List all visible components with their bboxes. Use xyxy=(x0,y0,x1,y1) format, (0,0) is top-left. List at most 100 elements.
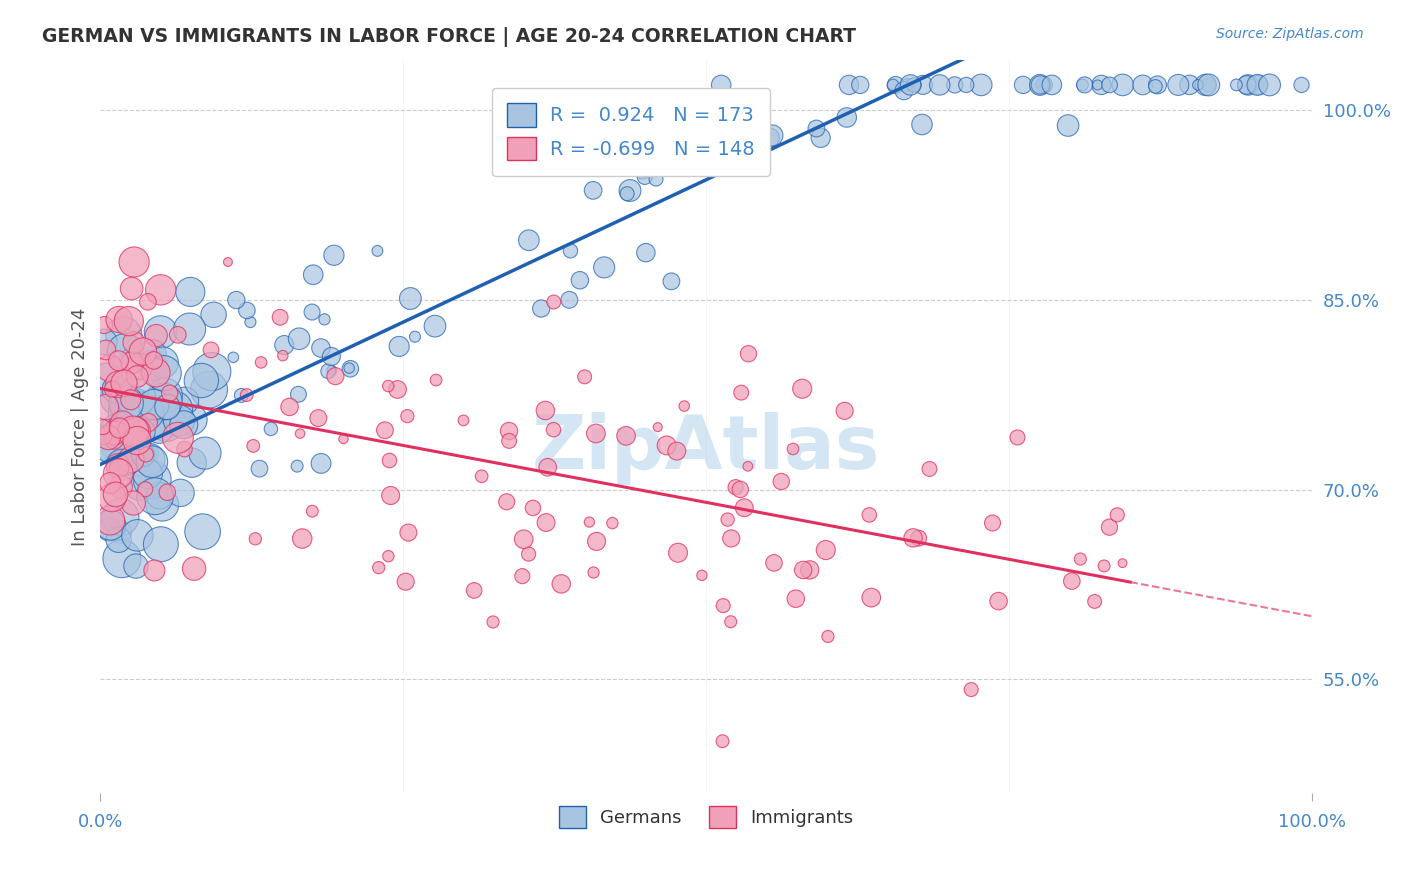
Point xyxy=(104,382,127,396)
Point xyxy=(112,406,135,420)
Point xyxy=(463,583,485,598)
Point xyxy=(122,255,145,269)
Point xyxy=(138,452,160,467)
Point xyxy=(321,363,343,377)
Point xyxy=(1031,78,1053,92)
Point xyxy=(127,528,149,542)
Point xyxy=(93,318,115,332)
Point xyxy=(110,510,132,524)
Point xyxy=(785,591,807,606)
Point xyxy=(720,615,742,629)
Point xyxy=(425,373,447,387)
Point xyxy=(960,682,983,697)
Point xyxy=(153,388,176,402)
Point xyxy=(911,78,934,92)
Point xyxy=(727,125,749,139)
Point xyxy=(291,532,314,546)
Point xyxy=(198,383,221,397)
Point xyxy=(1247,78,1270,92)
Point xyxy=(737,459,759,474)
Point xyxy=(1198,78,1220,92)
Point xyxy=(543,295,565,310)
Point xyxy=(136,467,159,481)
Point xyxy=(135,448,157,462)
Point xyxy=(806,121,828,136)
Point xyxy=(560,244,582,258)
Point xyxy=(901,531,924,545)
Point xyxy=(404,330,426,344)
Point xyxy=(1178,78,1201,92)
Point xyxy=(903,78,925,92)
Point xyxy=(692,94,714,108)
Point xyxy=(314,312,336,326)
Point xyxy=(105,441,128,455)
Point xyxy=(173,442,195,456)
Point xyxy=(143,489,166,503)
Point xyxy=(1098,520,1121,534)
Point xyxy=(112,376,135,390)
Point xyxy=(835,111,858,125)
Point xyxy=(121,281,143,295)
Point xyxy=(107,533,129,547)
Point xyxy=(136,447,159,461)
Point xyxy=(1071,78,1094,92)
Point xyxy=(91,420,114,434)
Point xyxy=(309,341,332,355)
Point xyxy=(155,416,177,430)
Point xyxy=(179,285,201,299)
Point xyxy=(141,473,163,487)
Point xyxy=(288,426,311,441)
Point xyxy=(699,120,721,135)
Point xyxy=(710,78,733,92)
Point xyxy=(423,319,446,334)
Point xyxy=(132,344,155,359)
Point xyxy=(838,78,860,92)
Point xyxy=(683,139,706,153)
Point xyxy=(517,233,540,247)
Point xyxy=(1007,430,1029,444)
Point xyxy=(616,186,638,201)
Point xyxy=(110,525,132,540)
Text: Source: ZipAtlas.com: Source: ZipAtlas.com xyxy=(1216,27,1364,41)
Point xyxy=(148,422,170,436)
Point xyxy=(194,446,217,460)
Point xyxy=(678,128,700,142)
Point xyxy=(522,500,544,515)
Point xyxy=(122,425,145,439)
Point xyxy=(896,78,918,92)
Point xyxy=(568,273,591,287)
Point xyxy=(1098,78,1121,92)
Point xyxy=(396,409,419,424)
Point xyxy=(332,432,354,446)
Point xyxy=(169,486,191,500)
Point xyxy=(107,425,129,440)
Point xyxy=(180,456,202,470)
Point xyxy=(770,475,793,489)
Point xyxy=(122,335,145,350)
Point xyxy=(125,425,148,439)
Point xyxy=(149,537,172,551)
Point xyxy=(1237,78,1260,92)
Point xyxy=(225,293,247,307)
Text: GERMAN VS IMMIGRANTS IN LABOR FORCE | AGE 20-24 CORRELATION CHART: GERMAN VS IMMIGRANTS IN LABOR FORCE | AG… xyxy=(42,27,856,46)
Point xyxy=(655,438,678,452)
Point xyxy=(517,157,540,171)
Point xyxy=(537,460,560,475)
Point xyxy=(498,434,520,448)
Point xyxy=(367,560,389,574)
Point xyxy=(125,409,148,423)
Point xyxy=(100,441,122,455)
Point xyxy=(200,343,222,357)
Point xyxy=(143,564,166,578)
Point xyxy=(249,461,271,475)
Point xyxy=(107,467,129,481)
Point xyxy=(495,495,517,509)
Point xyxy=(107,377,129,392)
Point xyxy=(720,532,742,546)
Point xyxy=(135,405,157,419)
Point xyxy=(316,364,339,378)
Point xyxy=(131,425,153,439)
Point xyxy=(817,630,839,644)
Point xyxy=(149,325,172,339)
Point xyxy=(578,515,600,529)
